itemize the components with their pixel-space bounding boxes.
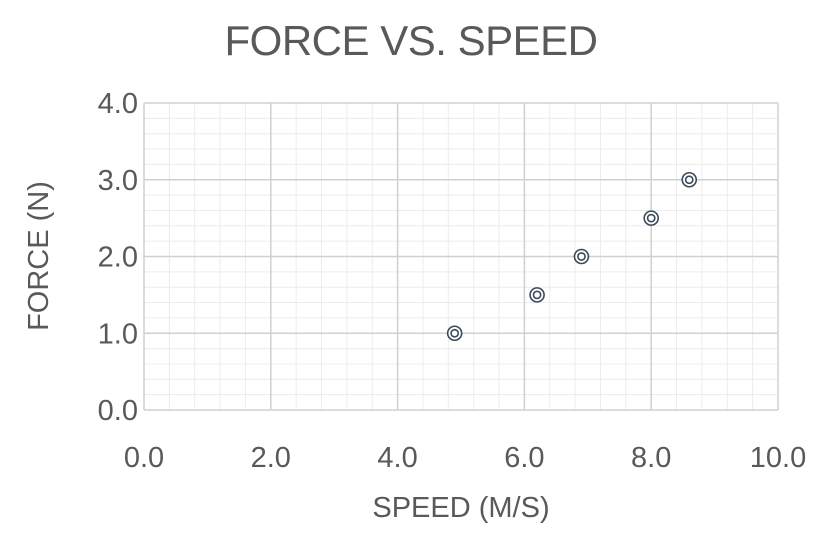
y-axis-title: FORCE (N) <box>23 181 55 331</box>
y-tick-label: 0.0 <box>98 395 138 427</box>
data-point-inner-ring <box>646 213 656 223</box>
data-point <box>529 287 545 303</box>
data-point-inner-ring <box>450 328 460 338</box>
y-tick-label: 3.0 <box>98 165 138 197</box>
x-tick-label: 8.0 <box>631 442 671 474</box>
x-tick-label: 2.0 <box>251 442 291 474</box>
data-point-inner-ring <box>577 252 586 261</box>
data-point-inner-ring <box>532 290 542 300</box>
data-point <box>573 248 590 265</box>
x-tick-label: 4.0 <box>377 442 417 474</box>
y-tick-label: 1.0 <box>98 318 138 350</box>
data-point <box>643 210 660 226</box>
data-point-outer-ring <box>681 171 698 188</box>
y-tick-label: 2.0 <box>98 242 138 274</box>
y-tick-labels: 0.0 1.0 2.0 3.0 4.0 <box>98 88 138 427</box>
data-points <box>446 171 698 342</box>
x-tick-label: 10.0 <box>750 442 806 474</box>
data-point-outer-ring <box>573 248 590 265</box>
grid <box>143 102 779 411</box>
data-point-outer-ring <box>446 325 463 342</box>
x-axis-title: SPEED (M/S) <box>372 492 549 524</box>
data-point-outer-ring <box>643 210 660 226</box>
chart-title: FORCE VS. SPEED <box>225 17 598 64</box>
x-tick-label: 0.0 <box>124 442 164 474</box>
x-tick-label: 6.0 <box>504 442 544 474</box>
x-tick-labels: 0.0 2.0 4.0 6.0 8.0 10.0 <box>124 442 806 474</box>
y-tick-label: 4.0 <box>98 88 138 120</box>
data-point <box>681 171 698 188</box>
data-point-inner-ring <box>684 175 694 185</box>
data-point <box>446 325 463 342</box>
data-point-outer-ring <box>529 287 545 303</box>
